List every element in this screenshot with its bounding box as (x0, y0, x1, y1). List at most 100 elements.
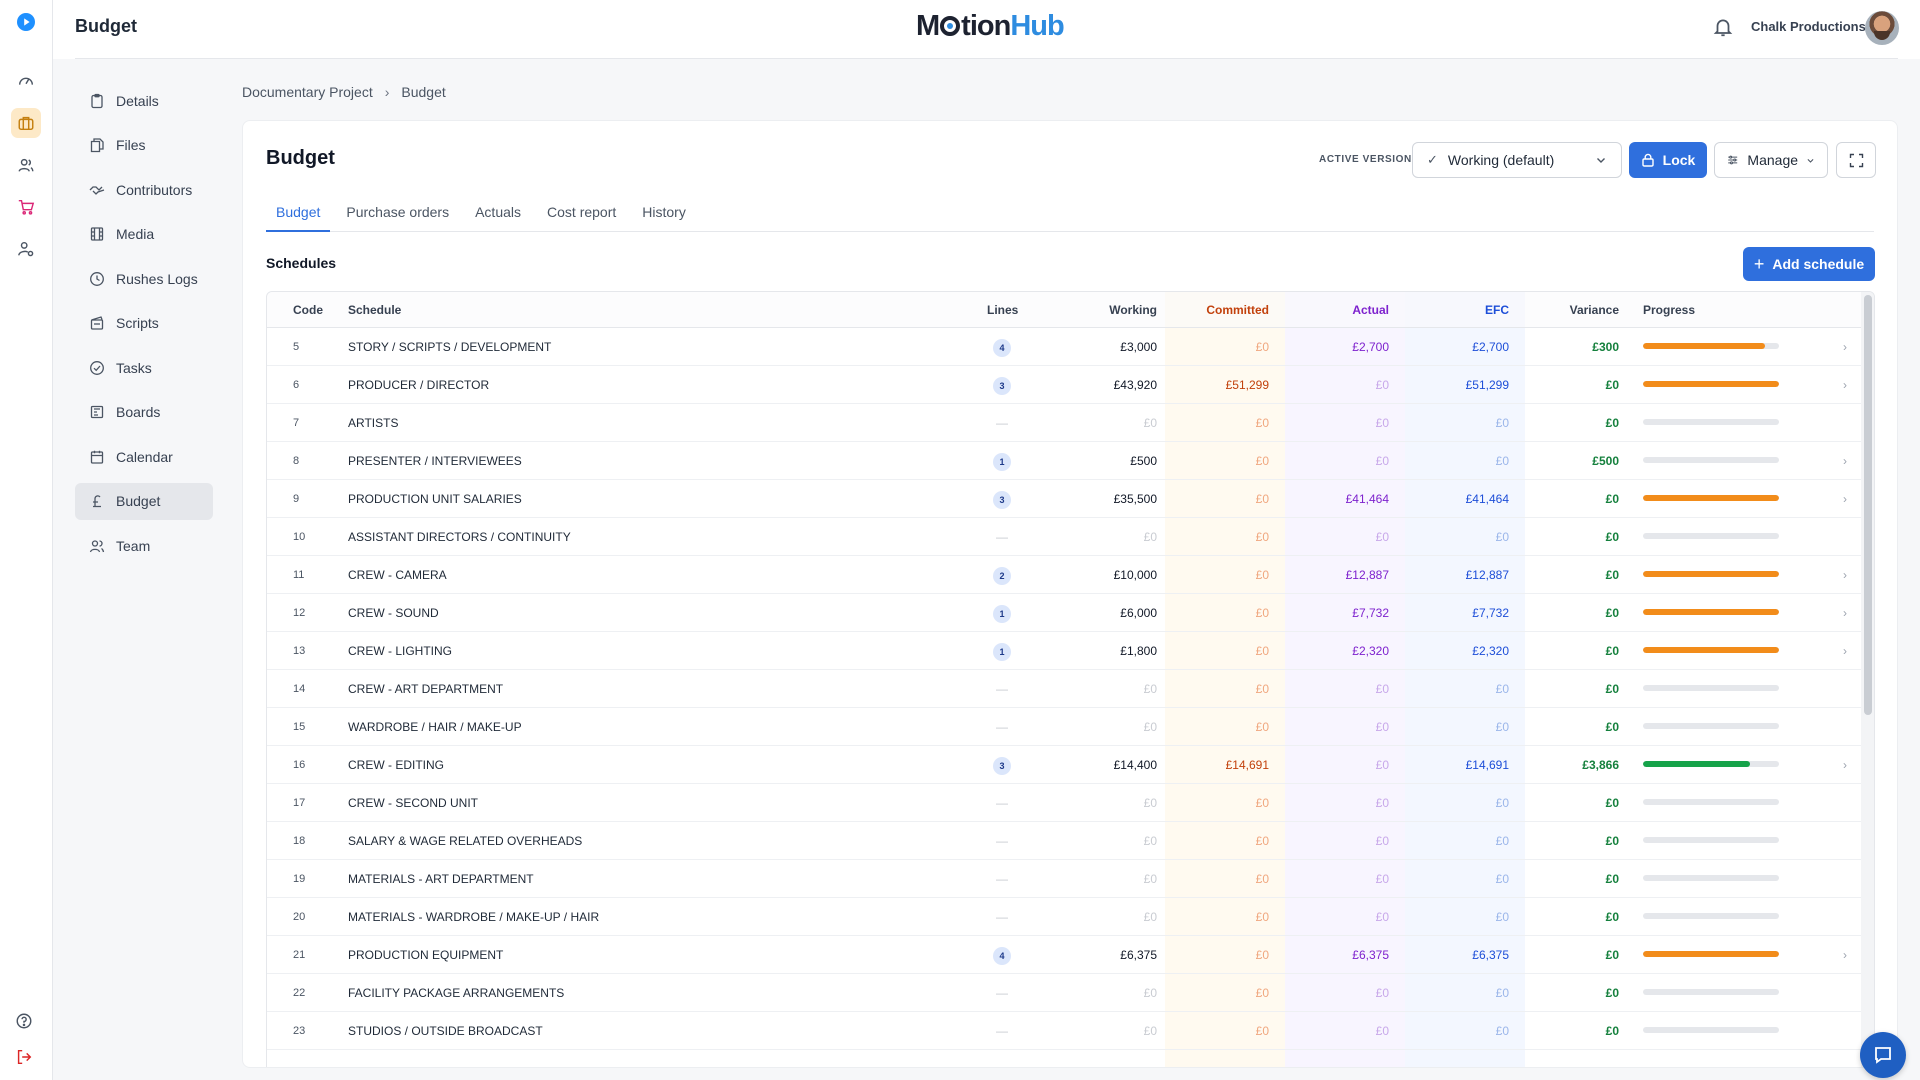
row-chevron-icon[interactable]: › (1843, 492, 1847, 506)
people-icon[interactable] (11, 150, 41, 180)
tab-actuals[interactable]: Actuals (475, 204, 522, 220)
breadcrumb-project-link[interactable]: Documentary Project (242, 84, 373, 100)
user-settings-icon[interactable] (11, 234, 41, 264)
row-progress-bar (1643, 343, 1779, 349)
row-chevron-icon[interactable]: › (1843, 758, 1847, 772)
row-chevron-icon[interactable]: › (1843, 378, 1847, 392)
table-row[interactable]: 8 PRESENTER / INTERVIEWEES 1 £500 £0 £0 £0 £500… (267, 442, 1861, 480)
row-schedule: MATERIALS - WARDROBE / MAKE-UP / HAIR (348, 910, 600, 924)
row-code: 8 (293, 455, 300, 467)
table-row[interactable]: 19 MATERIALS - ART DEPARTMENT — £0 £0 £0 £0 £0 (267, 860, 1861, 898)
dashboard-icon[interactable] (11, 66, 41, 96)
sidebar-item-tasks[interactable]: Tasks (75, 349, 213, 386)
table-row[interactable]: 12 CREW - SOUND 1 £6,000 £0 £7,732 £7,732 £0 › (267, 594, 1861, 632)
sidebar-item-files[interactable]: Files (75, 127, 213, 164)
table-row[interactable]: 20 MATERIALS - WARDROBE / MAKE-UP / HAIR —… (267, 898, 1861, 936)
sidebar-item-boards[interactable]: Boards (75, 394, 213, 431)
sidebar-item-media[interactable]: Media (75, 216, 213, 253)
fullscreen-button[interactable] (1836, 142, 1876, 178)
company-name[interactable]: Chalk Productions (1751, 19, 1866, 34)
table-row[interactable]: 10 ASSISTANT DIRECTORS / CONTINUITY — £0 £0 £… (267, 518, 1861, 556)
play-logo-icon[interactable] (11, 7, 41, 37)
sidebar-item-budget[interactable]: Budget (75, 482, 213, 520)
row-lines: 3 (987, 746, 1017, 784)
tab-budget[interactable]: Budget (266, 192, 331, 232)
sidebar-item-calendar[interactable]: Calendar (75, 438, 213, 475)
table-row[interactable]: 5 STORY / SCRIPTS / DEVELOPMENT 4 £3,000 £0 £… (267, 328, 1861, 366)
table-row[interactable]: 11 CREW - CAMERA 2 £10,000 £0 £12,887 £12,887 £… (267, 556, 1861, 594)
table-row[interactable]: 21 PRODUCTION EQUIPMENT 4 £6,375 £0 £6,375 £6,… (267, 936, 1861, 974)
col-lines[interactable]: Lines (987, 303, 1019, 317)
add-schedule-button[interactable]: + Add schedule (1743, 247, 1875, 281)
row-variance: £0 (1605, 492, 1619, 506)
table-row[interactable]: 16 CREW - EDITING 3 £14,400 £14,691 £0 £14,691… (267, 746, 1861, 784)
cart-icon[interactable] (11, 192, 41, 222)
row-progress-bar (1643, 609, 1779, 615)
table-row[interactable]: 13 CREW - LIGHTING 1 £1,800 £0 £2,320 £2,320 £0… (267, 632, 1861, 670)
sidebar-item-rushes-logs[interactable]: Rushes Logs (75, 260, 213, 297)
row-chevron-icon[interactable]: › (1843, 454, 1847, 468)
col-actual[interactable]: Actual (1352, 303, 1389, 317)
col-working[interactable]: Working (1109, 303, 1157, 317)
bell-icon[interactable] (1712, 16, 1734, 38)
chevron-down-icon (1807, 158, 1814, 163)
row-chevron-icon[interactable]: › (1843, 606, 1847, 620)
row-chevron-icon[interactable]: › (1843, 948, 1847, 962)
chat-button[interactable] (1860, 1032, 1906, 1078)
row-progress-bar (1643, 989, 1779, 995)
table-row[interactable]: 17 CREW - SECOND UNIT — £0 £0 £0 £0 £0 (267, 784, 1861, 822)
table-row[interactable]: 22 FACILITY PACKAGE ARRANGEMENTS — £0 £0 £0 £0… (267, 974, 1861, 1012)
row-working: £0 (1143, 530, 1157, 544)
table-row[interactable]: 15 WARDROBE / HAIR / MAKE-UP — £0 £0 £0 £0 £0 (267, 708, 1861, 746)
row-code: 21 (293, 949, 306, 961)
table-row[interactable]: 14 CREW - ART DEPARTMENT — £0 £0 £0 £0 £0 (267, 670, 1861, 708)
manage-button[interactable]: Manage (1714, 142, 1828, 178)
row-chevron-icon[interactable]: › (1843, 340, 1847, 354)
sidebar-item-label: Files (116, 137, 146, 153)
col-efc[interactable]: EFC (1485, 303, 1509, 317)
table-row[interactable]: 6 PRODUCER / DIRECTOR 3 £43,920 £51,299 £0 £51… (267, 366, 1861, 404)
col-progress[interactable]: Progress (1643, 303, 1696, 317)
sidebar-item-team[interactable]: Team (75, 527, 213, 564)
table-row[interactable]: 18 SALARY & WAGE RELATED OVERHEADS — £0 £0 £0… (267, 822, 1861, 860)
col-code[interactable]: Code (293, 303, 323, 317)
row-progress-bar (1643, 457, 1779, 463)
col-committed[interactable]: Committed (1206, 303, 1269, 317)
row-code: 20 (293, 911, 306, 923)
help-icon[interactable] (15, 1012, 35, 1032)
table-row[interactable]: 23 STUDIOS / OUTSIDE BROADCAST — £0 £0 £0 £0 £0 (267, 1012, 1861, 1050)
lines-count-badge: 3 (993, 376, 1011, 395)
avatar[interactable] (1865, 11, 1899, 45)
lock-button[interactable]: Lock (1629, 142, 1707, 178)
row-working: £1,800 (1120, 644, 1157, 658)
lines-count-badge: 1 (993, 642, 1011, 661)
table-row[interactable]: 7 ARTISTS — £0 £0 £0 £0 £0 (267, 404, 1861, 442)
row-efc: £7,732 (1472, 606, 1509, 620)
col-variance[interactable]: Variance (1569, 303, 1619, 317)
tab-purchase-orders[interactable]: Purchase orders (346, 204, 450, 220)
empty-dash: — (996, 834, 1008, 848)
table-row[interactable]: 9 PRODUCTION UNIT SALARIES 3 £35,500 £0 £41,4… (267, 480, 1861, 518)
version-select[interactable]: ✓ Working (default) (1412, 142, 1622, 178)
scrollbar-thumb[interactable] (1864, 295, 1872, 715)
row-chevron-icon[interactable]: › (1843, 568, 1847, 582)
logout-icon[interactable] (15, 1048, 35, 1068)
motionhub-logo[interactable]: MtiontionHub (916, 10, 1065, 42)
row-code: 10 (293, 531, 306, 543)
row-chevron-icon[interactable]: › (1843, 644, 1847, 658)
row-variance: £0 (1605, 948, 1619, 962)
check-icon: ✓ (1427, 152, 1438, 167)
schedules-table: Code Schedule Lines Working Committed Ac… (266, 291, 1875, 1067)
lock-icon (1641, 153, 1654, 167)
sidebar-item-contributors[interactable]: Contributors (75, 171, 213, 208)
tab-cost-report[interactable]: Cost report (547, 204, 617, 220)
row-code: 17 (293, 797, 306, 809)
projects-icon[interactable] (11, 108, 41, 138)
sidebar-item-details[interactable]: Details (75, 82, 213, 119)
row-schedule: SALARY & WAGE RELATED OVERHEADS (348, 834, 583, 848)
tab-history[interactable]: History (642, 204, 686, 220)
row-actual: £0 (1375, 1024, 1389, 1038)
version-select-value: Working (default) (1447, 152, 1555, 168)
sidebar-item-scripts[interactable]: Scripts (75, 305, 213, 342)
col-schedule[interactable]: Schedule (348, 303, 402, 317)
